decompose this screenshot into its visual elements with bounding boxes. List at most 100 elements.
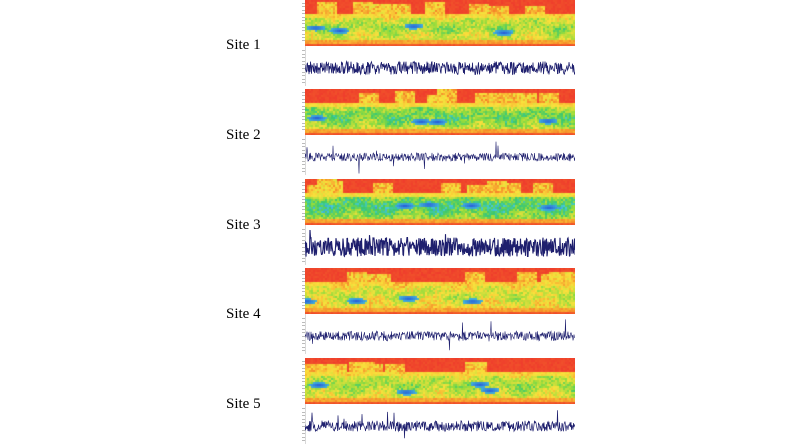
axis-tick: [302, 98, 305, 100]
axis-tick: [302, 254, 305, 256]
axis-tick: [302, 142, 305, 144]
wavelet-spectrogram: [305, 358, 575, 404]
axis-tick: [302, 328, 305, 330]
axis-tick: [302, 374, 305, 376]
axis-tick: [302, 367, 305, 369]
axis-tick: [302, 50, 305, 51]
signal-waveform: [305, 229, 575, 258]
site-label: Site 1: [226, 37, 261, 53]
axis-tick: [302, 9, 305, 11]
axis-tick: [302, 33, 305, 35]
axis-tick: [302, 261, 305, 263]
axis-tick: [302, 92, 305, 93]
axis-tick: [302, 13, 305, 15]
axis-tick: [302, 336, 305, 337]
axis-tick: [302, 26, 305, 28]
axis-tick: [302, 321, 305, 323]
axis-tick: [302, 398, 305, 400]
axis-tick: [302, 195, 305, 197]
axis-tick: [302, 219, 305, 221]
axis-tick: [302, 418, 305, 420]
axis-tick: [302, 250, 305, 252]
axis-tick: [302, 395, 305, 396]
signal-trace: [305, 60, 575, 76]
signal-waveform: [305, 141, 575, 174]
axis-tick: [302, 339, 305, 341]
axis-tick: [302, 171, 305, 173]
wavelet-spectrogram: [305, 268, 575, 314]
axis-tick: [302, 112, 305, 114]
axis-tick: [302, 325, 305, 327]
axis-tick: [302, 271, 305, 272]
axis-tick: [302, 82, 305, 84]
signal-trace: [305, 229, 575, 258]
signal-waveform: [305, 319, 575, 351]
axis-tick: [302, 20, 305, 21]
axis-tick: [302, 284, 305, 286]
site-label: Site 3: [226, 217, 261, 233]
axis-tick: [302, 205, 305, 207]
axis-tick: [302, 433, 305, 435]
axis-tick: [302, 236, 305, 238]
axis-tick: [302, 146, 305, 148]
signal-trace: [305, 141, 575, 174]
axis-tick: [302, 37, 305, 38]
axis-tick: [302, 216, 305, 217]
axis-tick: [302, 274, 305, 276]
axis-tick: [302, 436, 305, 438]
axis-tick: [302, 212, 305, 214]
axis-tick: [302, 119, 305, 121]
axis-tick: [302, 343, 305, 345]
axis-tick: [302, 139, 305, 140]
axis-tick: [302, 294, 305, 296]
axis-tick: [302, 53, 305, 55]
site-label: Site 4: [226, 306, 261, 322]
axis-tick: [302, 153, 305, 155]
axis-tick: [302, 126, 305, 127]
axis-tick: [302, 30, 305, 32]
wavelet-spectrogram: [305, 89, 575, 135]
site-label: Site 5: [226, 396, 261, 412]
site-panel: [298, 89, 576, 175]
wavelet-spectrogram: [305, 179, 575, 225]
axis-tick: [302, 109, 305, 110]
axis-tick: [302, 57, 305, 59]
axis-tick: [302, 182, 305, 183]
axis-tick: [302, 229, 305, 230]
axis-tick: [302, 288, 305, 289]
axis-tick: [302, 301, 305, 303]
axis-tick: [302, 95, 305, 97]
signal-waveform: [305, 60, 575, 76]
axis-tick: [302, 129, 305, 131]
axis-tick: [302, 384, 305, 386]
axis-tick: [302, 149, 305, 151]
axis-tick: [302, 305, 305, 306]
axis-tick: [302, 16, 305, 18]
axis-tick: [302, 23, 305, 25]
axis-tick: [302, 346, 305, 348]
axis-tick: [302, 422, 305, 424]
axis-tick: [302, 318, 305, 319]
axis-tick: [302, 415, 305, 417]
axis-tick: [302, 411, 305, 413]
axis-tick: [302, 78, 305, 80]
axis-tick: [302, 281, 305, 283]
axis-tick: [302, 408, 305, 409]
axis-tick: [302, 247, 305, 248]
axis-tick: [302, 239, 305, 241]
axis-tick: [302, 361, 305, 362]
axis-tick: [302, 75, 305, 77]
axis-tick: [302, 308, 305, 310]
axis-tick: [302, 426, 305, 427]
axis-tick: [302, 332, 305, 334]
site-panel: [298, 179, 576, 265]
signal-trace: [305, 410, 575, 439]
axis-tick: [302, 167, 305, 169]
axis-tick: [302, 277, 305, 279]
axis-tick: [302, 371, 305, 373]
axis-tick: [302, 71, 305, 73]
axis-tick: [302, 378, 305, 379]
axis-tick: [302, 60, 305, 62]
axis-tick: [302, 164, 305, 166]
axis-tick: [302, 3, 305, 4]
